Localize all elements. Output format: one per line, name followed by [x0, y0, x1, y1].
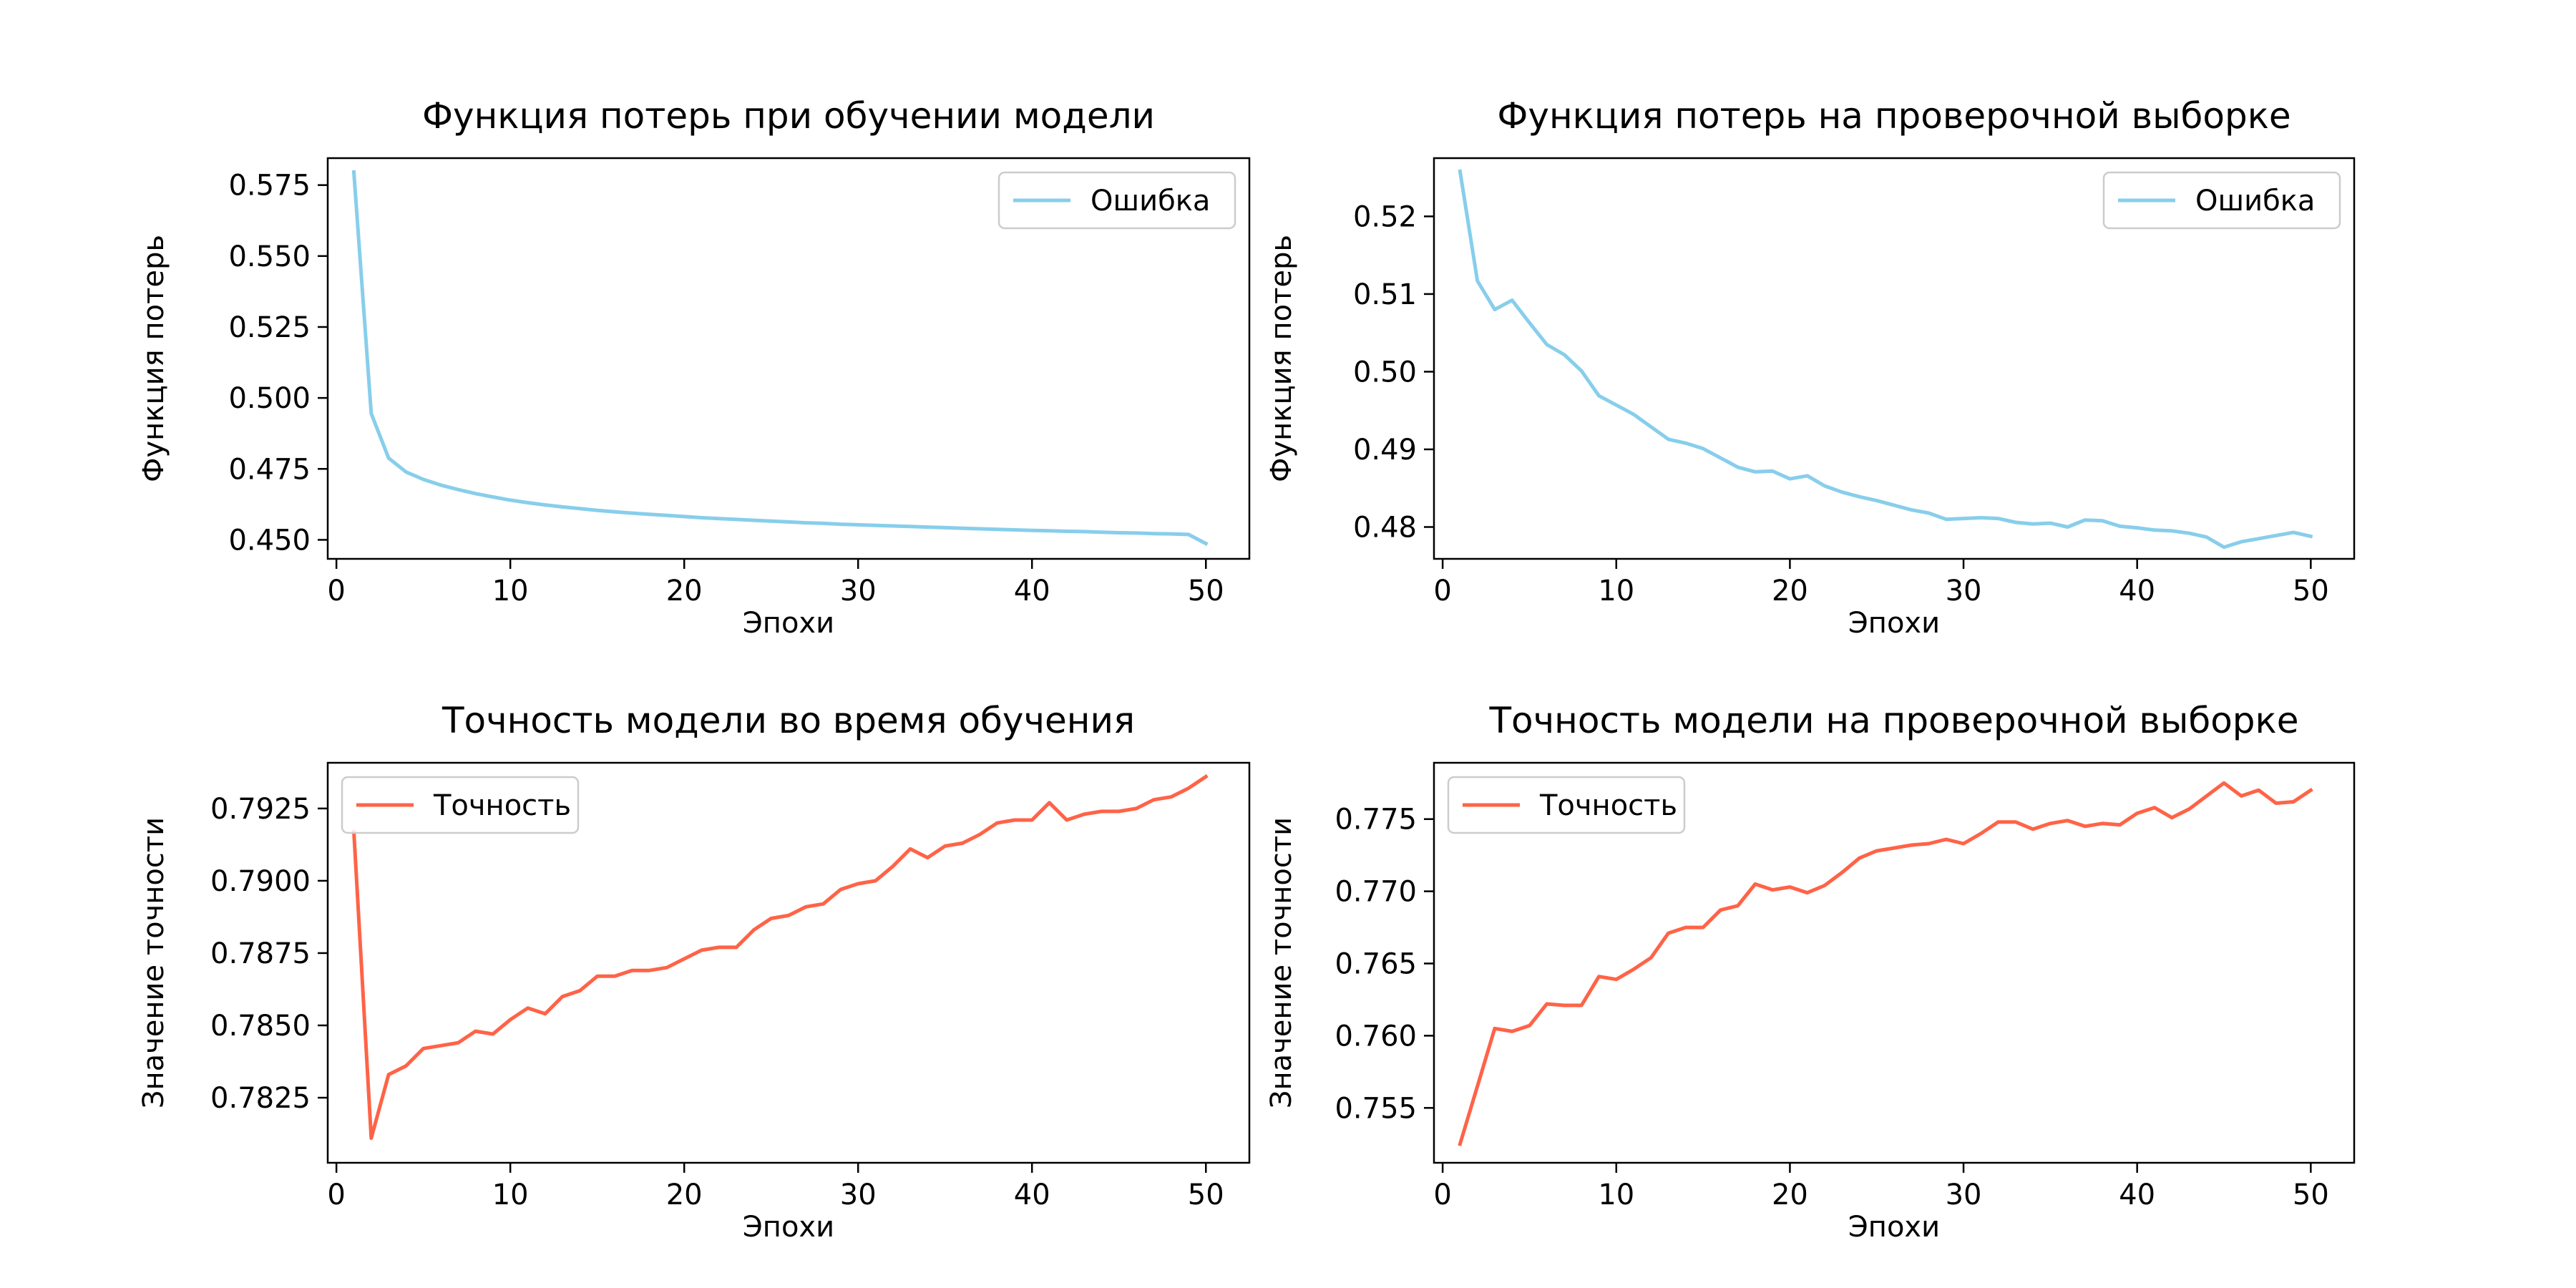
x-tick-label: 0	[327, 1179, 345, 1211]
x-tick-label: 20	[1772, 575, 1808, 608]
x-tick-label: 40	[2119, 1179, 2155, 1211]
y-tick-label: 0.775	[1335, 804, 1417, 836]
y-tick-label: 0.7850	[210, 1010, 311, 1043]
subplot-1: Функция потерь при обучении модели 0 10 20 3…	[137, 95, 1251, 640]
y-tick-label: 0.525	[228, 311, 311, 344]
series-line-1	[1458, 169, 2313, 550]
series-line-1	[1458, 781, 2313, 1146]
x-tick-label: 50	[1188, 1179, 1224, 1211]
y-tick-label: 0.755	[1335, 1092, 1417, 1125]
y-tick-label: 0.760	[1335, 1020, 1417, 1053]
x-tick-label: 20	[666, 1179, 703, 1211]
x-tick-label: 50	[2293, 1179, 2329, 1211]
y-tick-label: 0.48	[1353, 512, 1417, 545]
y-tick-label: 0.575	[228, 170, 311, 203]
y-axis-label: Значение точности	[1265, 817, 1298, 1108]
y-tick-label: 0.770	[1335, 876, 1417, 909]
y-axis-label: Функция потерь	[1265, 235, 1298, 482]
chart-title: Функция потерь при обучении модели	[422, 95, 1155, 137]
y-tick-label: 0.7900	[210, 865, 311, 898]
x-tick-label: 0	[327, 575, 345, 608]
x-tick-label: 40	[1014, 1179, 1050, 1211]
y-tick-label: 0.7925	[210, 793, 311, 826]
x-tick-label: 0	[1433, 575, 1451, 608]
x-tick-label: 30	[840, 1179, 877, 1211]
y-tick-label: 0.450	[228, 524, 311, 557]
series-line-1	[351, 774, 1209, 1141]
x-axis-label: Эпохи	[743, 1211, 834, 1244]
y-axis-label: Функция потерь	[137, 235, 170, 482]
x-tick-label: 30	[1946, 575, 1982, 608]
legend: Точность	[341, 776, 580, 834]
legend: Точность	[1447, 776, 1686, 834]
x-tick-label: 20	[666, 575, 703, 608]
y-tick-label: 0.7825	[210, 1082, 311, 1115]
x-tick-label: 10	[492, 1179, 529, 1211]
legend-box	[2102, 171, 2341, 230]
legend: Ошибка	[2102, 171, 2341, 230]
legend: Ошибка	[997, 171, 1236, 230]
chart-title: Функция потерь на проверочной выборке	[1497, 95, 2290, 137]
legend-label: Ошибка	[2195, 185, 2315, 218]
axes-frame	[1433, 157, 2356, 560]
x-tick-label: 10	[1598, 575, 1634, 608]
x-tick-label: 30	[840, 575, 877, 608]
legend-label: Точность	[433, 789, 571, 822]
series-line-1	[351, 170, 1209, 546]
y-tick-label: 0.52	[1353, 200, 1417, 233]
x-tick-label: 10	[1598, 1179, 1634, 1211]
subplot-4: Точность модели на проверочной выборке 0 1…	[1265, 700, 2356, 1244]
legend-label: Ошибка	[1091, 185, 1210, 218]
y-tick-label: 0.51	[1353, 278, 1417, 311]
subplot-3: Точность модели во время обучения 0 10 20 30…	[137, 700, 1251, 1244]
chart-title: Точность модели во время обучения	[441, 700, 1135, 741]
axes-frame	[326, 761, 1251, 1164]
x-axis-label: Эпохи	[743, 607, 834, 640]
chart-title: Точность модели на проверочной выборке	[1488, 700, 2298, 741]
legend-box	[997, 171, 1236, 230]
y-tick-label: 0.50	[1353, 356, 1417, 389]
x-tick-label: 0	[1433, 1179, 1451, 1211]
y-tick-label: 0.7875	[210, 937, 311, 970]
subplot-2: Функция потерь на проверочной выборке 0 10…	[1265, 95, 2356, 640]
x-tick-label: 30	[1946, 1179, 1982, 1211]
x-tick-label: 50	[2293, 575, 2329, 608]
axes-frame	[326, 157, 1251, 560]
legend-label: Точность	[1539, 789, 1677, 822]
x-axis-label: Эпохи	[1848, 607, 1940, 640]
y-axis-label: Значение точности	[137, 817, 170, 1108]
x-tick-label: 40	[1014, 575, 1050, 608]
y-tick-label: 0.49	[1353, 434, 1417, 467]
x-tick-label: 10	[492, 575, 529, 608]
x-tick-label: 20	[1772, 1179, 1808, 1211]
x-tick-label: 50	[1188, 575, 1224, 608]
legend-box	[1447, 776, 1686, 834]
legend-box	[341, 776, 580, 834]
y-tick-label: 0.765	[1335, 948, 1417, 981]
y-tick-label: 0.500	[228, 382, 311, 415]
y-tick-label: 0.550	[228, 240, 311, 273]
y-tick-label: 0.475	[228, 453, 311, 486]
x-axis-label: Эпохи	[1848, 1211, 1940, 1244]
x-tick-label: 40	[2119, 575, 2155, 608]
